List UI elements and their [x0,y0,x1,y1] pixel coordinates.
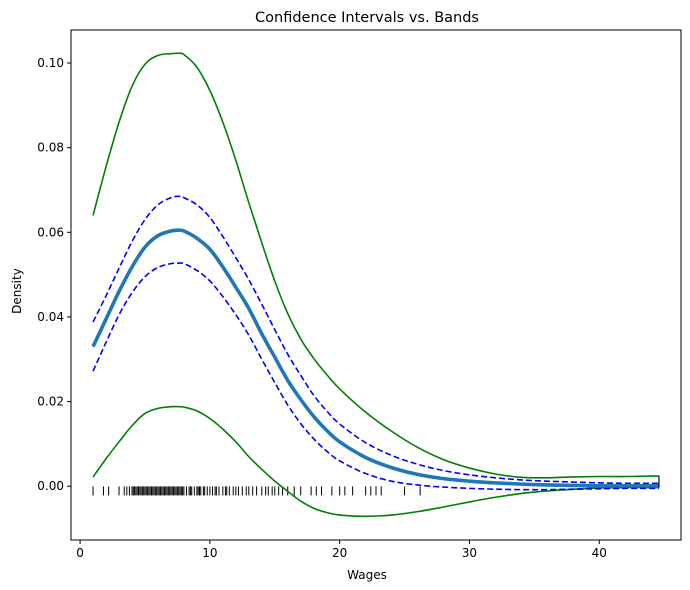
y-tick-label: 0.02 [37,395,64,409]
axis-ticks: 0 10 20 30 40 0.00 0.02 0.04 0.06 0.08 0.10 [37,56,607,560]
confidence-band-lower-line [92,405,659,518]
y-tick-label: 0.00 [37,479,64,493]
x-tick-label: 10 [202,546,217,560]
chart-title: Confidence Intervals vs. Bands [255,10,479,26]
plot-area-frame [70,29,682,541]
confidence-interval-lower-line [92,262,659,491]
y-tick-label: 0.06 [37,225,64,239]
x-tick-label: 20 [332,546,347,560]
rug-plot [92,486,421,496]
x-axis-label: Wages [347,568,387,582]
y-tick-label: 0.04 [37,310,64,324]
density-estimate-line [91,228,659,488]
x-tick-label: 30 [462,546,477,560]
y-axis-label: Density [10,268,24,314]
plot-lines [91,52,660,518]
y-tick-label: 0.08 [37,141,64,155]
confidence-interval-upper-line [92,195,659,485]
x-tick-label: 0 [76,546,84,560]
y-tick-label: 0.10 [37,56,64,70]
x-tick-label: 40 [592,546,607,560]
confidence-band-upper-line [92,52,659,479]
